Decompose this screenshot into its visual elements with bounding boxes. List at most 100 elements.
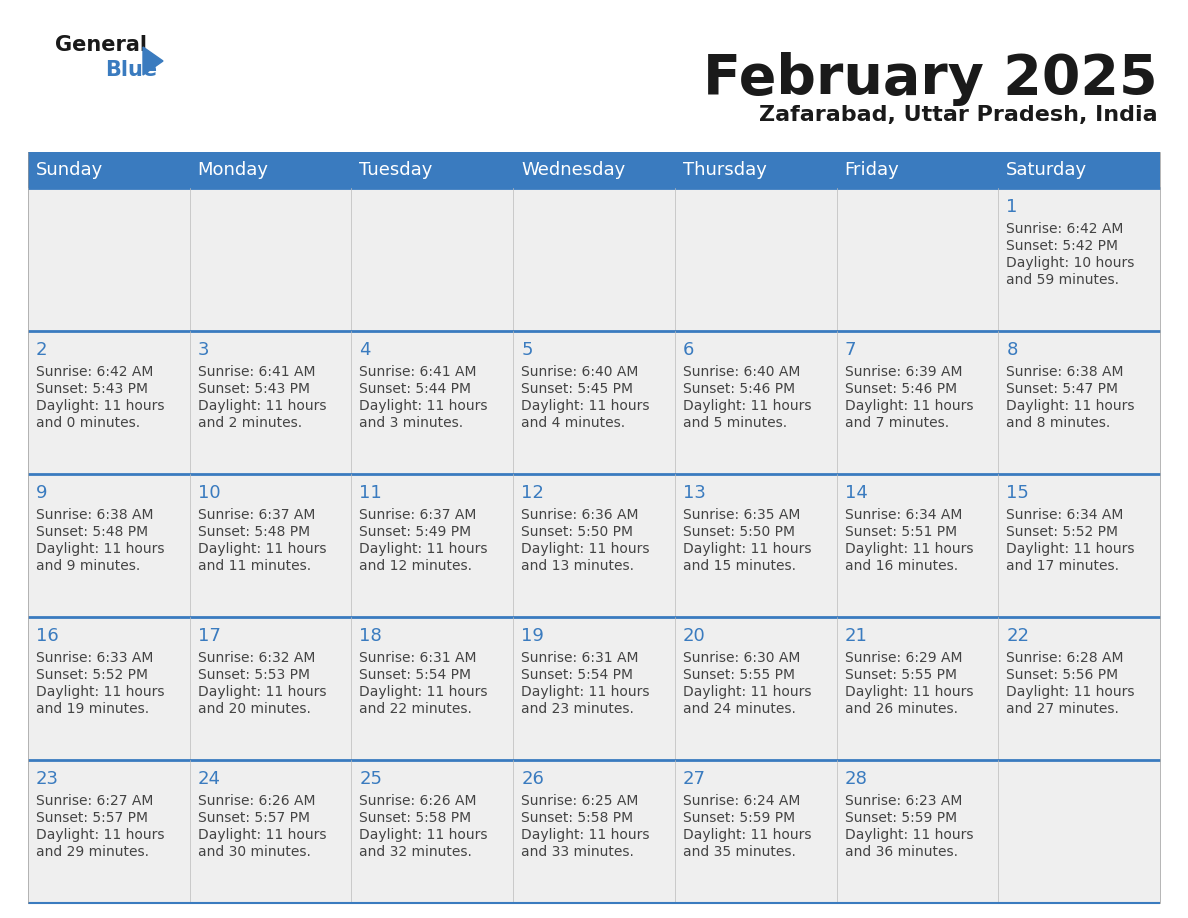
Text: Daylight: 11 hours: Daylight: 11 hours	[1006, 685, 1135, 699]
Text: Sunset: 5:48 PM: Sunset: 5:48 PM	[36, 525, 148, 539]
Text: 28: 28	[845, 770, 867, 788]
Text: Daylight: 11 hours: Daylight: 11 hours	[360, 828, 488, 842]
Bar	[998, 152, 1159, 188]
Text: and 33 minutes.: and 33 minutes.	[522, 845, 634, 859]
Text: Daylight: 11 hours: Daylight: 11 hours	[36, 828, 164, 842]
Text: Sunset: 5:49 PM: Sunset: 5:49 PM	[360, 525, 472, 539]
Text: and 36 minutes.: and 36 minutes.	[845, 845, 958, 859]
Text: Sunset: 5:47 PM: Sunset: 5:47 PM	[1006, 382, 1118, 396]
Text: Sunrise: 6:34 AM: Sunrise: 6:34 AM	[1006, 508, 1124, 522]
Text: Daylight: 11 hours: Daylight: 11 hours	[683, 685, 811, 699]
Text: 16: 16	[36, 627, 58, 645]
Text: Daylight: 11 hours: Daylight: 11 hours	[36, 542, 164, 556]
Text: 22: 22	[1006, 627, 1029, 645]
Bar	[29, 617, 1159, 760]
Text: Daylight: 11 hours: Daylight: 11 hours	[197, 828, 327, 842]
Text: Sunset: 5:52 PM: Sunset: 5:52 PM	[36, 668, 148, 682]
Text: 1: 1	[1006, 198, 1018, 216]
Text: 24: 24	[197, 770, 221, 788]
Text: Daylight: 11 hours: Daylight: 11 hours	[522, 399, 650, 413]
Text: 2: 2	[36, 341, 48, 359]
Text: and 9 minutes.: and 9 minutes.	[36, 559, 140, 573]
Text: Sunrise: 6:28 AM: Sunrise: 6:28 AM	[1006, 651, 1124, 665]
Text: Sunset: 5:58 PM: Sunset: 5:58 PM	[522, 811, 633, 825]
Text: Sunrise: 6:31 AM: Sunrise: 6:31 AM	[360, 651, 476, 665]
Text: Daylight: 11 hours: Daylight: 11 hours	[845, 685, 973, 699]
Text: Daylight: 11 hours: Daylight: 11 hours	[360, 685, 488, 699]
Text: February 2025: February 2025	[703, 52, 1158, 106]
Bar	[675, 152, 836, 188]
Text: Sunrise: 6:37 AM: Sunrise: 6:37 AM	[360, 508, 476, 522]
Text: 20: 20	[683, 627, 706, 645]
Text: 15: 15	[1006, 484, 1029, 502]
Text: Sunrise: 6:25 AM: Sunrise: 6:25 AM	[522, 794, 638, 808]
Text: Daylight: 11 hours: Daylight: 11 hours	[522, 828, 650, 842]
Text: Wednesday: Wednesday	[522, 161, 625, 179]
Text: Sunrise: 6:24 AM: Sunrise: 6:24 AM	[683, 794, 801, 808]
Text: Sunrise: 6:27 AM: Sunrise: 6:27 AM	[36, 794, 153, 808]
Text: and 8 minutes.: and 8 minutes.	[1006, 416, 1111, 430]
Text: and 26 minutes.: and 26 minutes.	[845, 702, 958, 716]
Text: Sunset: 5:43 PM: Sunset: 5:43 PM	[36, 382, 148, 396]
Text: 13: 13	[683, 484, 706, 502]
Text: and 2 minutes.: and 2 minutes.	[197, 416, 302, 430]
Text: 9: 9	[36, 484, 48, 502]
Text: Daylight: 11 hours: Daylight: 11 hours	[845, 399, 973, 413]
Text: and 30 minutes.: and 30 minutes.	[197, 845, 310, 859]
Text: Daylight: 11 hours: Daylight: 11 hours	[197, 685, 327, 699]
Text: Sunrise: 6:29 AM: Sunrise: 6:29 AM	[845, 651, 962, 665]
Text: 18: 18	[360, 627, 383, 645]
Bar	[190, 152, 352, 188]
Text: and 20 minutes.: and 20 minutes.	[197, 702, 310, 716]
Text: and 59 minutes.: and 59 minutes.	[1006, 273, 1119, 287]
Text: Sunset: 5:45 PM: Sunset: 5:45 PM	[522, 382, 633, 396]
Text: Sunrise: 6:40 AM: Sunrise: 6:40 AM	[522, 365, 638, 379]
Text: and 35 minutes.: and 35 minutes.	[683, 845, 796, 859]
Text: and 4 minutes.: and 4 minutes.	[522, 416, 625, 430]
Text: Daylight: 11 hours: Daylight: 11 hours	[197, 542, 327, 556]
Text: Sunrise: 6:33 AM: Sunrise: 6:33 AM	[36, 651, 153, 665]
Text: Sunrise: 6:42 AM: Sunrise: 6:42 AM	[1006, 222, 1124, 236]
Text: and 23 minutes.: and 23 minutes.	[522, 702, 634, 716]
Text: Sunrise: 6:34 AM: Sunrise: 6:34 AM	[845, 508, 962, 522]
Text: Sunrise: 6:40 AM: Sunrise: 6:40 AM	[683, 365, 801, 379]
Text: Sunset: 5:51 PM: Sunset: 5:51 PM	[845, 525, 956, 539]
Text: Sunset: 5:59 PM: Sunset: 5:59 PM	[845, 811, 956, 825]
Text: 19: 19	[522, 627, 544, 645]
Text: Friday: Friday	[845, 161, 899, 179]
Text: and 17 minutes.: and 17 minutes.	[1006, 559, 1119, 573]
Text: 23: 23	[36, 770, 59, 788]
Text: and 27 minutes.: and 27 minutes.	[1006, 702, 1119, 716]
Text: Blue: Blue	[105, 60, 157, 80]
Text: Daylight: 11 hours: Daylight: 11 hours	[683, 828, 811, 842]
Text: General: General	[55, 35, 147, 55]
Text: Sunset: 5:53 PM: Sunset: 5:53 PM	[197, 668, 310, 682]
Text: 14: 14	[845, 484, 867, 502]
Text: Daylight: 11 hours: Daylight: 11 hours	[360, 542, 488, 556]
Text: and 16 minutes.: and 16 minutes.	[845, 559, 958, 573]
Text: and 12 minutes.: and 12 minutes.	[360, 559, 473, 573]
Text: Sunrise: 6:41 AM: Sunrise: 6:41 AM	[197, 365, 315, 379]
Text: 26: 26	[522, 770, 544, 788]
Bar	[29, 331, 1159, 474]
Text: Saturday: Saturday	[1006, 161, 1087, 179]
Bar	[29, 474, 1159, 617]
Text: Sunset: 5:58 PM: Sunset: 5:58 PM	[360, 811, 472, 825]
Text: 10: 10	[197, 484, 220, 502]
Text: 17: 17	[197, 627, 221, 645]
Text: 4: 4	[360, 341, 371, 359]
Bar	[29, 760, 1159, 903]
Text: and 5 minutes.: and 5 minutes.	[683, 416, 786, 430]
Text: Zafarabad, Uttar Pradesh, India: Zafarabad, Uttar Pradesh, India	[759, 105, 1158, 125]
Text: Sunrise: 6:38 AM: Sunrise: 6:38 AM	[1006, 365, 1124, 379]
Text: Sunset: 5:54 PM: Sunset: 5:54 PM	[522, 668, 633, 682]
Text: and 22 minutes.: and 22 minutes.	[360, 702, 473, 716]
Bar	[29, 152, 190, 188]
Text: Daylight: 11 hours: Daylight: 11 hours	[36, 399, 164, 413]
Text: Sunrise: 6:41 AM: Sunrise: 6:41 AM	[360, 365, 476, 379]
Text: Sunset: 5:55 PM: Sunset: 5:55 PM	[683, 668, 795, 682]
Text: 8: 8	[1006, 341, 1018, 359]
Text: and 29 minutes.: and 29 minutes.	[36, 845, 148, 859]
Text: and 19 minutes.: and 19 minutes.	[36, 702, 150, 716]
Text: Sunset: 5:46 PM: Sunset: 5:46 PM	[683, 382, 795, 396]
